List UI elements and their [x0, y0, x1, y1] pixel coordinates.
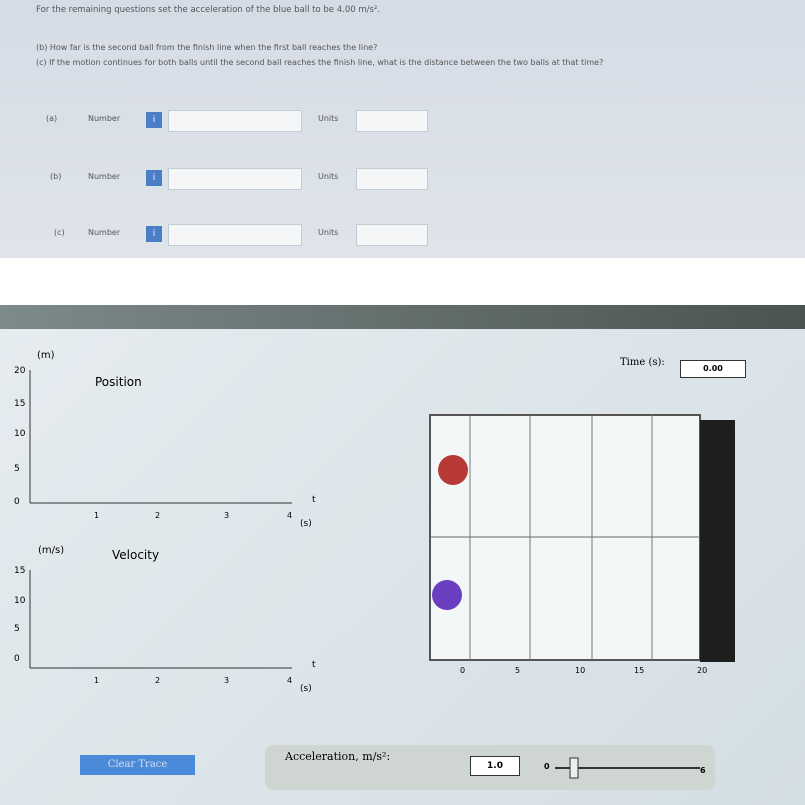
- graph-unit: (m): [37, 350, 55, 361]
- number-label: Number: [88, 172, 121, 181]
- finish-line: [700, 420, 735, 662]
- acceleration-value[interactable]: 1.0: [470, 756, 520, 776]
- number-input[interactable]: [168, 224, 302, 246]
- answer-label: (a): [46, 114, 58, 123]
- instruction: For the remaining questions set the acce…: [36, 5, 381, 15]
- graph-title: Velocity: [112, 548, 160, 562]
- info-button[interactable]: i: [146, 112, 162, 128]
- x-tick-label: 4: [287, 511, 293, 520]
- answer-label: (b): [50, 172, 62, 181]
- y-tick-label: 15: [14, 566, 26, 576]
- number-input[interactable]: [168, 168, 302, 190]
- x-axis-unit: (s): [300, 684, 312, 694]
- slider-min: 0: [544, 762, 550, 771]
- x-axis-unit: (s): [300, 519, 312, 529]
- units-label: Units: [318, 228, 339, 237]
- x-axis-label: t: [312, 660, 316, 670]
- units-select[interactable]: [356, 224, 428, 246]
- units-select[interactable]: [356, 168, 428, 190]
- blue-ball: [432, 580, 462, 610]
- y-tick-label: 5: [14, 464, 20, 474]
- slider-thumb[interactable]: [569, 757, 579, 779]
- units-label: Units: [318, 172, 339, 181]
- track-scale-label: 10: [575, 666, 586, 675]
- acceleration-label: Acceleration, m/s²:: [285, 750, 391, 763]
- x-tick-label: 2: [155, 676, 161, 685]
- y-tick-label: 0: [14, 654, 20, 664]
- x-axis-label: t: [312, 495, 316, 505]
- x-tick-label: 1: [94, 676, 100, 685]
- x-tick-label: 1: [94, 511, 100, 520]
- track-scale-label: 5: [515, 666, 521, 675]
- track-scale-label: 20: [697, 666, 708, 675]
- question-c: (c) If the motion continues for both bal…: [36, 58, 604, 67]
- track-scale-label: 15: [634, 666, 645, 675]
- time-label: Time (s):: [620, 357, 665, 368]
- graph-title: Position: [95, 375, 142, 389]
- clear-trace-button[interactable]: Clear Trace: [80, 755, 195, 775]
- time-value: 0.00: [680, 360, 746, 378]
- simulation-header: [0, 305, 805, 329]
- x-tick-label: 4: [287, 676, 293, 685]
- x-tick-label: 2: [155, 511, 161, 520]
- x-tick-label: 3: [224, 511, 230, 520]
- units-select[interactable]: [356, 110, 428, 132]
- y-tick-label: 10: [14, 429, 26, 439]
- number-label: Number: [88, 114, 121, 123]
- number-label: Number: [88, 228, 121, 237]
- x-tick-label: 3: [224, 676, 230, 685]
- y-tick-label: 10: [14, 596, 26, 606]
- info-button[interactable]: i: [146, 226, 162, 242]
- answer-label: (c): [54, 228, 65, 237]
- track-scale-label: 0: [460, 666, 466, 675]
- graph-unit: (m/s): [38, 545, 65, 556]
- y-tick-label: 0: [14, 497, 20, 507]
- y-tick-label: 20: [14, 366, 26, 376]
- y-tick-label: 5: [14, 624, 20, 634]
- info-button[interactable]: i: [146, 170, 162, 186]
- y-tick-label: 15: [14, 399, 26, 409]
- units-label: Units: [318, 114, 339, 123]
- red-ball: [438, 455, 468, 485]
- number-input[interactable]: [168, 110, 302, 132]
- question-b: (b) How far is the second ball from the …: [36, 43, 378, 52]
- slider-max: 6: [700, 766, 706, 775]
